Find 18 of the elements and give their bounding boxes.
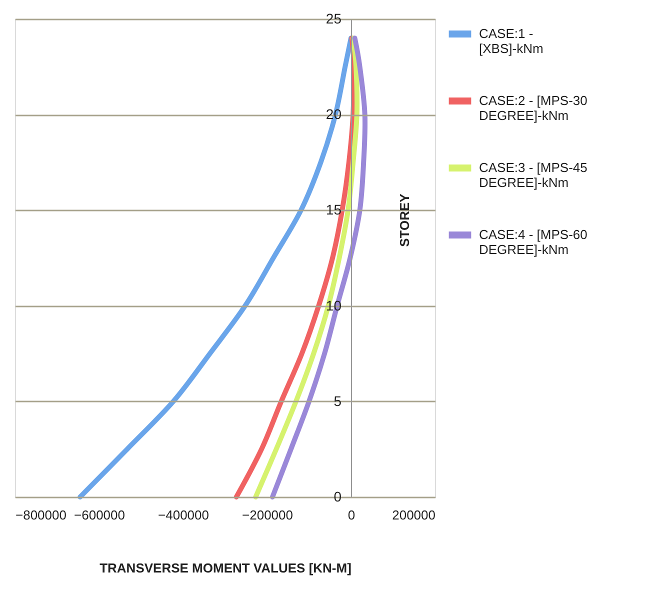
legend-label: CASE:2 - [MPS-30 DEGREE]-kNm [479, 93, 588, 123]
x-tick-label: 0 [348, 508, 356, 522]
x-tick-label: −200000 [242, 508, 293, 522]
y-tick-label: 0 [334, 488, 342, 504]
y-tick-label: 10 [326, 297, 342, 314]
x-axis-title: TRANSVERSE MOMENT VALUES [KN-M] [100, 560, 352, 576]
legend-label: CASE:3 - [MPS-45 DEGREE]-kNm [479, 160, 588, 190]
legend-label: CASE:4 - [MPS-60 DEGREE]-kNm [479, 227, 588, 257]
y-tick-label: 20 [326, 106, 342, 122]
x-tick-label: 200000 [392, 508, 436, 522]
y-tick-label: 15 [326, 202, 342, 218]
legend-label: CASE:1 - [XBS]-kNm [479, 26, 544, 56]
x-tick-label: −400000 [158, 508, 209, 522]
x-tick-label: −600000 [74, 508, 125, 522]
y-tick-label: 25 [326, 10, 342, 26]
y-axis-title: STOREY [396, 193, 412, 247]
x-tick-label: −800000 [16, 508, 66, 522]
y-tick-label: 5 [334, 392, 342, 409]
